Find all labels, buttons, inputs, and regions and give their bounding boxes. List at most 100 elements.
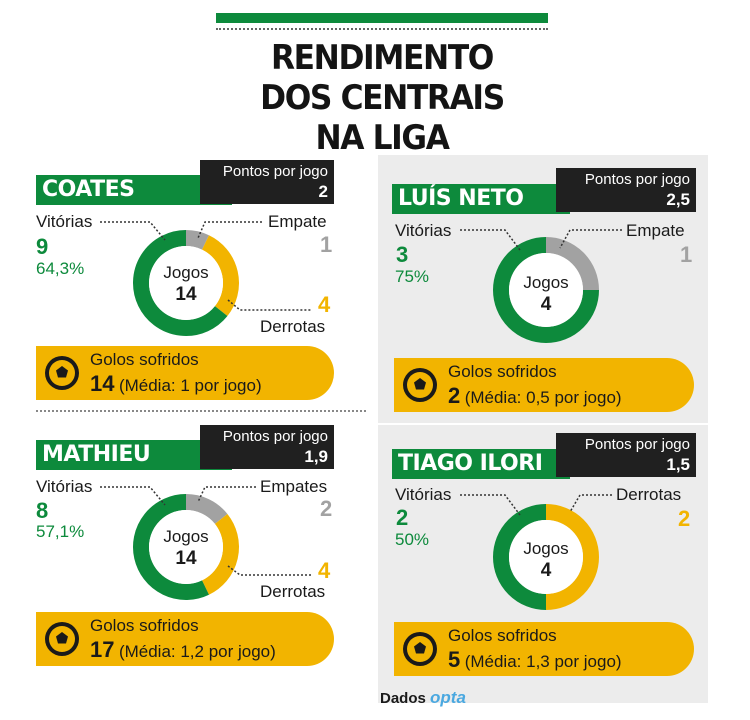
title-line-1: RENDIMENTO: [270, 38, 494, 78]
goals-label: Golos sofridos: [90, 350, 199, 369]
goals-label: Golos sofridos: [90, 616, 199, 635]
football-icon: [45, 356, 79, 390]
goals-average: (Média: 1,2 por jogo): [118, 642, 276, 661]
goals-value: 14: [90, 371, 115, 396]
donut-slice-derrotas: [201, 235, 239, 317]
wins-percent: 50%: [395, 530, 430, 549]
ppj-value: 2: [318, 182, 328, 201]
goals-value: 2: [448, 383, 461, 408]
points-per-game-box: Pontos por jogo 1,5: [556, 433, 696, 477]
goals-average: (Média: 1,3 por jogo): [464, 652, 622, 671]
ppj-label: Pontos por jogo: [584, 436, 690, 453]
leader-line: [197, 486, 256, 503]
title-line-3: NA LIGA: [315, 118, 449, 158]
ppj-label: Pontos por jogo: [222, 163, 328, 180]
games-label: Jogos: [163, 263, 209, 282]
donut-slice-vitrias: [493, 237, 599, 343]
goals-conceded-box: Golos sofridos 14 (Média: 1 por jogo): [36, 346, 334, 400]
donut-center: Jogos 4: [506, 538, 586, 582]
left-separator: [36, 410, 366, 412]
draws-value: 2: [320, 496, 333, 521]
losses-label: Derrotas: [260, 582, 326, 601]
losses-label: Derrotas: [260, 317, 326, 336]
donut-hole: [149, 246, 223, 320]
football-icon: [45, 622, 79, 656]
donut-slice-empate: [545, 237, 599, 291]
donut-slice-vitrias: [133, 230, 228, 336]
losses-label: Derrotas: [616, 485, 682, 504]
wins-value: 3: [396, 242, 409, 267]
donut-slice-empate: [185, 230, 209, 250]
player-name: COATES: [36, 175, 232, 205]
leader-line: [100, 486, 166, 506]
leader-line: [197, 221, 262, 239]
opta-logo: opta: [430, 688, 466, 707]
goals-average: (Média: 0,5 por jogo): [464, 388, 622, 407]
ppj-value: 1,5: [666, 455, 690, 474]
games-label: Jogos: [523, 539, 569, 558]
draws-value: 1: [320, 232, 333, 257]
donut-hole: [149, 510, 223, 584]
player-name: TIAGO ILORI: [392, 449, 570, 479]
games-total: 14: [175, 284, 197, 305]
donut-slice-vitrias: [133, 494, 209, 600]
points-per-game-box: Pontos por jogo 2: [200, 160, 334, 204]
donut-center: Jogos 14: [146, 526, 226, 570]
goals-conceded-box: Golos sofridos 2 (Média: 0,5 por jogo): [394, 358, 694, 412]
wins-percent: 57,1%: [36, 522, 85, 541]
page-title: RENDIMENTO DOS CENTRAIS NA LIGA: [229, 38, 534, 158]
header-bar: [216, 13, 548, 23]
leader-line: [460, 494, 521, 516]
draws-label: Empate: [268, 212, 327, 231]
losses-value: 4: [318, 558, 331, 583]
goals-average: (Média: 1 por jogo): [118, 376, 262, 395]
ppj-value: 1,9: [304, 447, 328, 466]
points-per-game-box: Pontos por jogo 2,5: [556, 168, 696, 212]
wins-value: 2: [396, 505, 409, 530]
wins-value: 9: [36, 234, 49, 259]
donut-slice-derrotas: [545, 504, 599, 610]
wins-label: Vitórias: [395, 221, 452, 240]
draws-value: 1: [680, 242, 693, 267]
games-total: 4: [540, 294, 552, 315]
goals-value: 5: [448, 647, 461, 672]
goals-conceded-box: Golos sofridos 17 (Média: 1,2 por jogo): [36, 612, 334, 666]
goals-label: Golos sofridos: [448, 362, 557, 381]
source-credit: Dados opta: [380, 688, 466, 708]
donut-center: Jogos 4: [506, 272, 586, 316]
draws-label: Empates: [260, 477, 328, 496]
source-label: Dados: [380, 690, 426, 707]
title-line-2: DOS CENTRAIS: [260, 78, 505, 118]
donut-center: Jogos 14: [146, 262, 226, 306]
donut-hole: [509, 520, 583, 594]
football-icon: [403, 368, 437, 402]
wins-percent: 64,3%: [36, 259, 85, 278]
wins-label: Vitórias: [36, 212, 93, 231]
leader-line: [100, 221, 166, 241]
leader-line: [227, 299, 312, 311]
losses-value: 2: [678, 506, 691, 531]
player-name: LUÍS NETO: [392, 184, 570, 214]
donut-slice-derrotas: [201, 513, 239, 595]
leader-line: [460, 229, 521, 251]
donut-slice-empates: [185, 494, 228, 525]
goals-conceded-box: Golos sofridos 5 (Média: 1,3 por jogo): [394, 622, 694, 676]
ppj-label: Pontos por jogo: [584, 171, 690, 188]
player-name: MATHIEU: [36, 440, 232, 470]
games-total: 14: [175, 548, 197, 569]
leader-line: [227, 565, 312, 576]
wins-percent: 75%: [395, 267, 430, 286]
leader-line: [559, 229, 622, 249]
football-icon: [403, 632, 437, 666]
ppj-value: 2,5: [666, 190, 690, 209]
goals-label: Golos sofridos: [448, 626, 557, 645]
games-label: Jogos: [523, 273, 569, 292]
draws-label: Empate: [626, 221, 685, 240]
donut-hole: [509, 253, 583, 327]
goals-value: 17: [90, 637, 115, 662]
